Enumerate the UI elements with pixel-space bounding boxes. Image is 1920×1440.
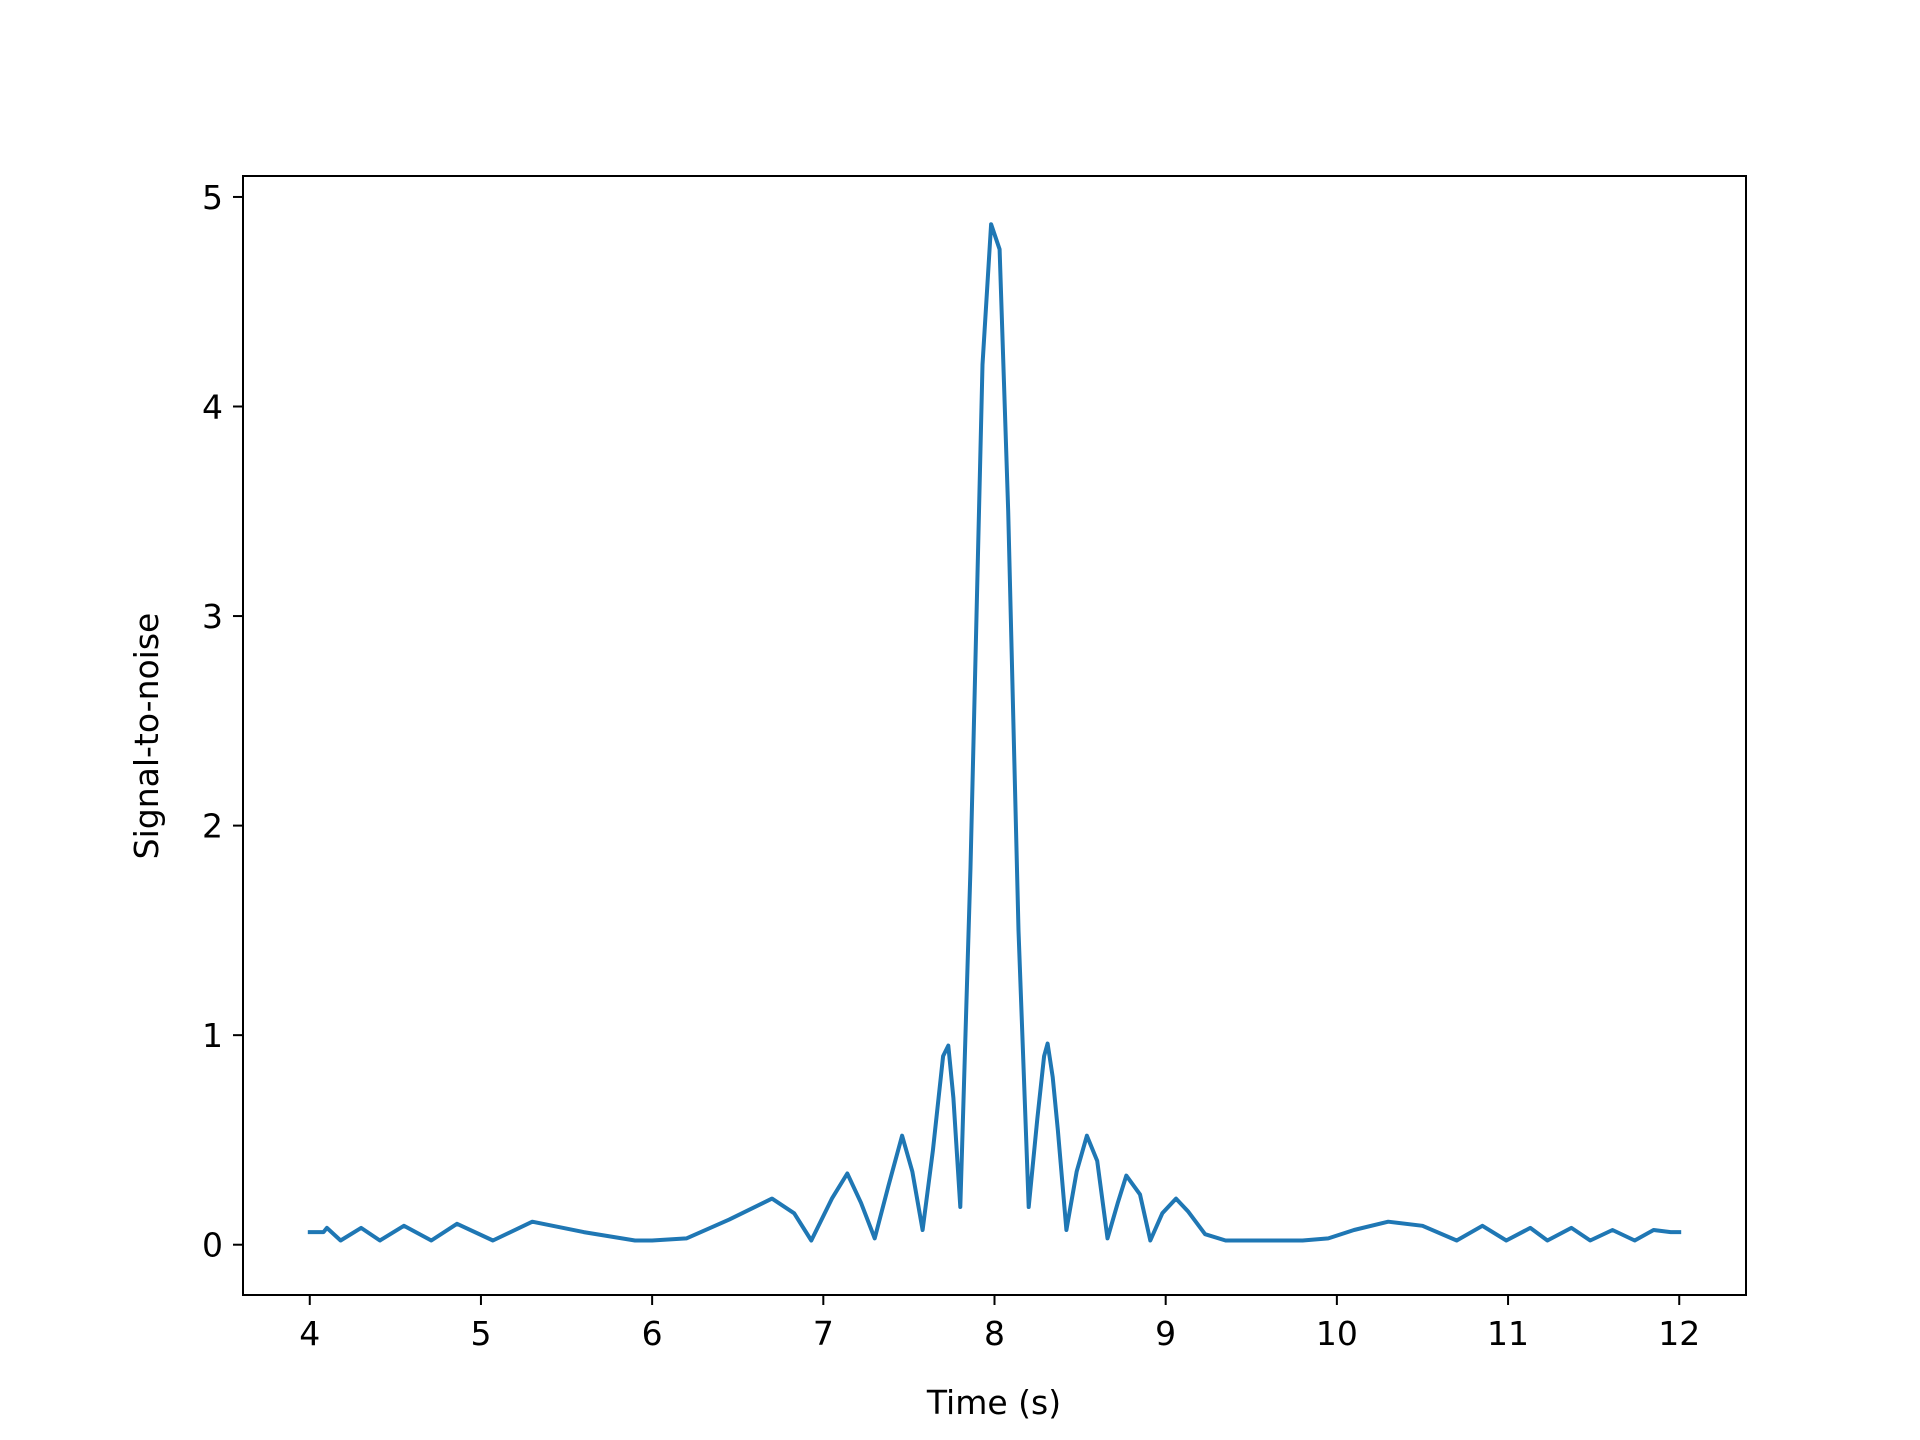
y-axis-ticks: 0 1 2 3 4 5 [202, 178, 243, 1265]
x-tick-label: 5 [470, 1314, 491, 1353]
x-tick-label: 6 [642, 1314, 663, 1353]
series-line-0 [307, 222, 1682, 1243]
y-tick-label: 1 [202, 1016, 223, 1055]
x-tick-label: 10 [1316, 1314, 1358, 1353]
y-tick-label: 3 [202, 597, 223, 636]
series-layer [307, 222, 1682, 1243]
y-tick-label: 4 [202, 388, 223, 427]
x-tick-label: 12 [1658, 1314, 1700, 1353]
x-tick-label: 9 [1155, 1314, 1176, 1353]
x-axis-label: Time (s) [926, 1383, 1061, 1422]
y-axis-label: Signal-to-noise [127, 613, 166, 860]
x-tick-label: 7 [813, 1314, 834, 1353]
x-tick-label: 4 [299, 1314, 320, 1353]
y-tick-label: 2 [202, 807, 223, 846]
x-axis-ticks: 4 5 6 7 8 9 10 11 12 [299, 1295, 1700, 1353]
x-tick-label: 11 [1487, 1314, 1529, 1353]
x-tick-label: 8 [984, 1314, 1005, 1353]
y-tick-label: 5 [202, 178, 223, 217]
y-tick-label: 0 [202, 1226, 223, 1265]
